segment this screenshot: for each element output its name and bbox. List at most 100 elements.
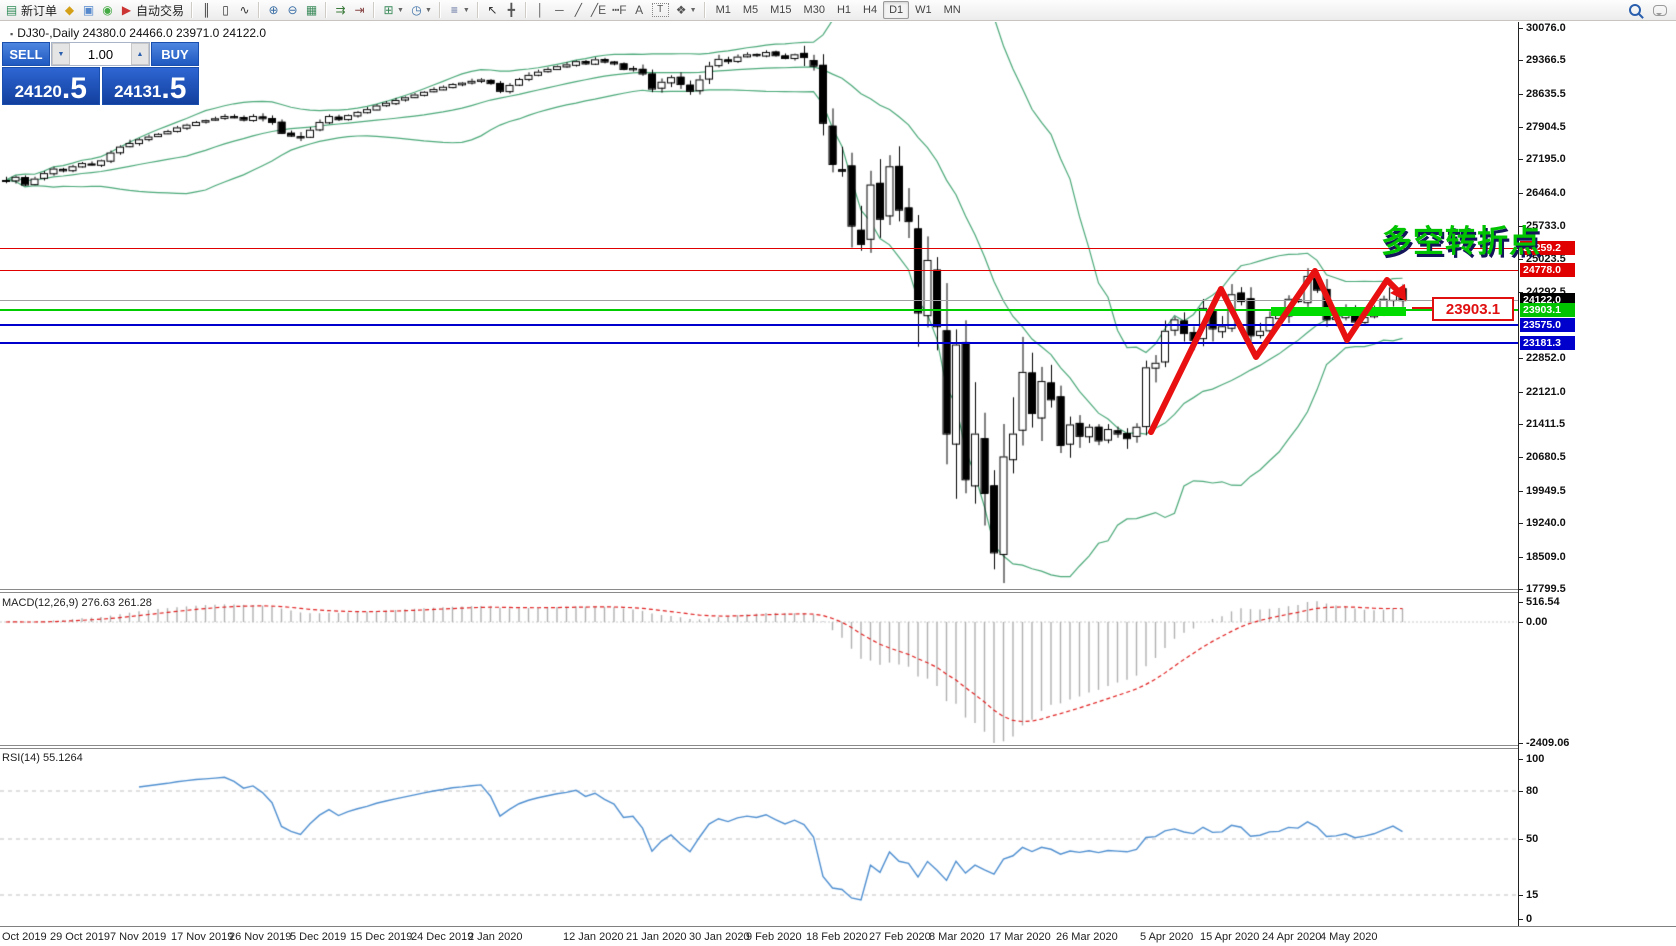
sell-price[interactable]: 24120 .5 <box>2 67 100 105</box>
time-label: 30 Jan 2020 <box>689 931 750 943</box>
signals-button[interactable]: ◉ <box>98 1 117 19</box>
level-line-24778.0[interactable] <box>0 270 1518 271</box>
axis-tick <box>1519 759 1523 760</box>
new-chart-button[interactable]: ⊞ ▼ <box>379 1 407 19</box>
level-line-23181.3[interactable] <box>0 342 1518 344</box>
chart-canvas[interactable] <box>0 22 1518 926</box>
time-axis[interactable]: Oct 2019 29 Oct 2019 7 Nov 2019 17 Nov 2019… <box>0 926 1676 946</box>
level-line-25259.2[interactable] <box>0 248 1518 249</box>
sell-price-frac: .5 <box>61 72 87 105</box>
market-watch-button[interactable]: ◆ <box>60 1 79 19</box>
indicators-icon: ≡ <box>450 3 458 17</box>
zoom-in-button[interactable]: ⊕ <box>264 1 283 19</box>
price-note-label: 23903.1 <box>1432 297 1514 321</box>
time-label: 21 Jan 2020 <box>626 931 687 943</box>
rsi-tick-0: 0 <box>1526 913 1533 925</box>
signals-icon: ◉ <box>102 3 113 17</box>
search-button[interactable] <box>1626 1 1650 19</box>
sell-button[interactable]: SELL <box>2 42 50 66</box>
horizontal-line-button[interactable]: ─ <box>550 1 569 19</box>
timeframe-d1-button[interactable]: D1 <box>883 1 910 19</box>
timeframe-h1-button[interactable]: H1 <box>836 4 852 16</box>
price-tick-30076.0: 30076.0 <box>1526 22 1566 34</box>
new-order-button[interactable]: ▤ 新订单 <box>2 1 60 19</box>
buy-button[interactable]: BUY <box>151 42 199 66</box>
toolbar-separator <box>438 2 441 18</box>
time-label: 9 Feb 2020 <box>746 931 802 943</box>
timeframe-m30-button[interactable]: M30 <box>803 4 825 16</box>
profiles-button[interactable]: ◷ ▼ <box>407 1 435 19</box>
axis-tick <box>1519 491 1523 492</box>
cursor-button[interactable]: ↖ <box>483 1 502 19</box>
trendline-button[interactable]: ╱ <box>569 1 588 19</box>
autotrading-button[interactable]: ▶ 自动交易 <box>117 1 187 19</box>
chart-shift-icon: ⇥ <box>354 3 365 17</box>
fibonacci-button[interactable]: ┅F <box>609 1 630 19</box>
main-macd-separator[interactable] <box>0 589 1676 593</box>
axis-tick <box>1519 358 1523 359</box>
time-label: 4 May 2020 <box>1320 931 1378 943</box>
volume-decrease-button[interactable]: ▼ <box>52 43 70 65</box>
text-label-button[interactable]: T <box>649 1 672 19</box>
price-tick-25023.5: 25023.5 <box>1526 253 1566 265</box>
candlestick-chart-button[interactable]: ▯ <box>216 1 235 19</box>
auto-scroll-icon: ⇉ <box>335 3 346 17</box>
chat-button[interactable] <box>1650 1 1674 19</box>
equidistant-channel-button[interactable]: ╱E <box>588 1 609 19</box>
buy-price[interactable]: 24131 .5 <box>101 67 199 105</box>
time-label: 5 Dec 2019 <box>290 931 347 943</box>
tile-windows-button[interactable]: ▦ <box>302 1 321 19</box>
level-line-23903.1[interactable] <box>0 309 1518 311</box>
price-tick-19949.5: 19949.5 <box>1526 485 1566 497</box>
timeframe-mn-button[interactable]: MN <box>943 4 961 16</box>
line-chart-button[interactable]: ∿ <box>235 1 254 19</box>
shapes-button[interactable]: ❖ ▼ <box>672 1 700 19</box>
vertical-line-button[interactable]: │ <box>531 1 550 19</box>
toolbar-separator <box>373 2 376 18</box>
axis-tick <box>1519 193 1523 194</box>
fibonacci-icon: ┅F <box>612 3 627 17</box>
line-chart-icon: ∿ <box>239 3 250 17</box>
time-label: 27 Feb 2020 <box>869 931 931 943</box>
axis-tick <box>1519 159 1523 160</box>
toolbar-separator <box>524 2 527 18</box>
timeframe-m1-button[interactable]: M1 <box>715 4 731 16</box>
indicators-button[interactable]: ≡ ▼ <box>445 1 473 19</box>
macd-rsi-separator[interactable] <box>0 745 1676 749</box>
auto-scroll-button[interactable]: ⇉ <box>331 1 350 19</box>
volume-increase-button[interactable]: ▲ <box>131 43 149 65</box>
price-tick-19240.0: 19240.0 <box>1526 517 1566 529</box>
time-label: 7 Nov 2019 <box>110 931 167 943</box>
axis-tick <box>1519 424 1523 425</box>
cursor-icon: ↖ <box>487 3 498 17</box>
rsi-tick-100: 100 <box>1526 753 1545 765</box>
timeframe-h4-button[interactable]: H4 <box>863 4 878 16</box>
text-button[interactable]: A <box>630 1 649 19</box>
bar-chart-button[interactable]: ║ <box>197 1 216 19</box>
dropdown-arrow-icon: ▼ <box>462 6 470 14</box>
time-label: 29 Oct 2019 <box>50 931 110 943</box>
toolbar-separator <box>703 2 706 18</box>
autotrading-button-label: 自动交易 <box>136 3 185 18</box>
chart-shift-button[interactable]: ⇥ <box>350 1 369 19</box>
chart-title: ▪ DJ30-,Daily 24380.0 24466.0 23971.0 241… <box>10 26 266 40</box>
zoom-out-button[interactable]: ⊖ <box>283 1 302 19</box>
navigator-icon: ▣ <box>82 3 95 17</box>
axis-tick <box>1519 589 1523 590</box>
axis-tick <box>1519 60 1523 61</box>
equidistant-channel-icon: ╱E <box>590 3 607 17</box>
timeframe-m5-button[interactable]: M5 <box>742 4 759 16</box>
vertical-line-icon: │ <box>536 3 545 17</box>
crosshair-button[interactable]: ╋ <box>502 1 521 19</box>
timeframe-w1-button[interactable]: W1 <box>915 4 932 16</box>
level-line-24122.0[interactable] <box>0 300 1518 301</box>
volume-input[interactable] <box>70 43 131 65</box>
dropdown-arrow-icon: ▼ <box>397 6 404 14</box>
crosshair-icon: ╋ <box>507 3 515 17</box>
navigator-button[interactable]: ▣ <box>79 1 98 19</box>
level-line-23575.0[interactable] <box>0 324 1518 326</box>
time-label: 15 Apr 2020 <box>1200 931 1260 943</box>
text-label-icon: T <box>651 3 669 17</box>
timeframe-m15-button[interactable]: M15 <box>770 4 792 16</box>
price-axis[interactable]: 30076.0 29366.5 28635.5 27904.5 27195.0 26464… <box>1518 22 1676 926</box>
